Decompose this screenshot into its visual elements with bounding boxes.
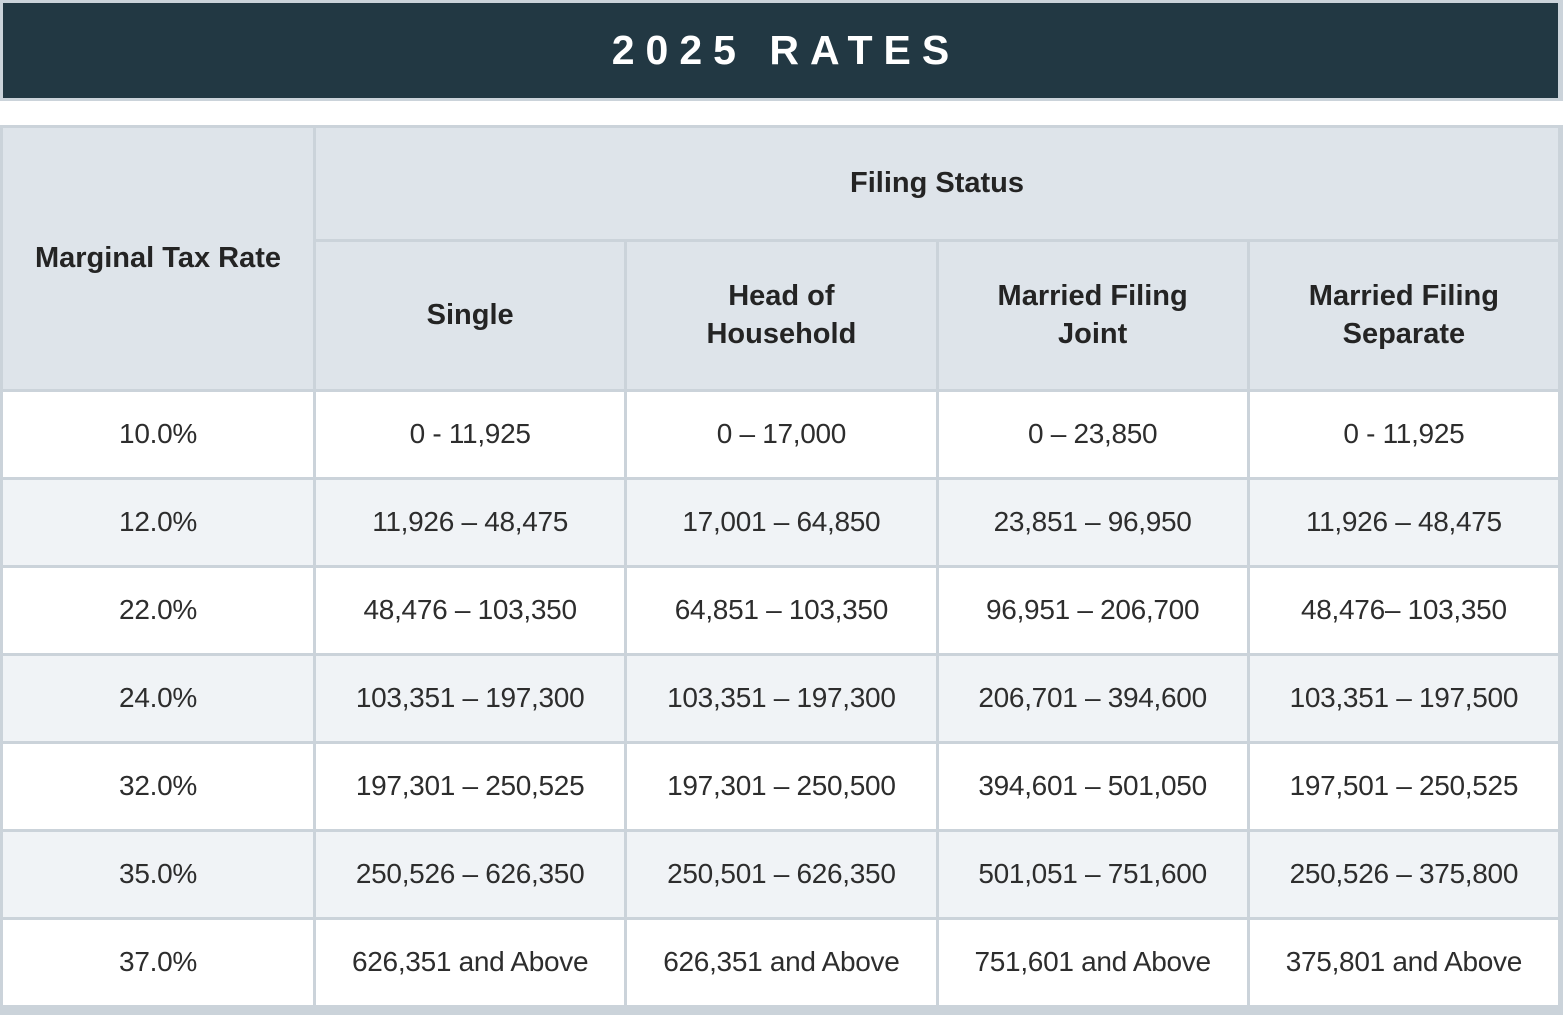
- bracket-cell: 751,601 and Above: [938, 920, 1247, 1005]
- bracket-cell: 11,926 – 48,475: [1249, 480, 1558, 565]
- rate-cell: 35.0%: [3, 832, 313, 917]
- rate-cell: 32.0%: [3, 744, 313, 829]
- column-header-married-filing-separate: Married Filing Separate: [1249, 242, 1558, 389]
- page-title: 2025 RATES: [611, 27, 961, 73]
- rate-cell: 37.0%: [3, 920, 313, 1005]
- bracket-cell: 103,351 – 197,500: [1249, 656, 1558, 741]
- bracket-cell: 48,476– 103,350: [1249, 568, 1558, 653]
- bracket-cell: 0 – 17,000: [627, 392, 936, 477]
- bracket-cell: 626,351 and Above: [316, 920, 625, 1005]
- rate-cell: 22.0%: [3, 568, 313, 653]
- bracket-cell: 250,501 – 626,350: [627, 832, 936, 917]
- bracket-cell: 197,301 – 250,500: [627, 744, 936, 829]
- bracket-cell: 48,476 – 103,350: [316, 568, 625, 653]
- bracket-cell: 250,526 – 375,800: [1249, 832, 1558, 917]
- bracket-cell: 626,351 and Above: [627, 920, 936, 1005]
- column-header-married-filing-joint: Married Filing Joint: [938, 242, 1247, 389]
- bracket-cell: 0 – 23,850: [938, 392, 1247, 477]
- column-group-header-filing-status: Filing Status: [316, 128, 1558, 239]
- bracket-cell: 23,851 – 96,950: [938, 480, 1247, 565]
- bracket-cell: 501,051 – 751,600: [938, 832, 1247, 917]
- column-header-head-of-household: Head of Household: [627, 242, 936, 389]
- rate-cell: 10.0%: [3, 392, 313, 477]
- bracket-cell: 394,601 – 501,050: [938, 744, 1247, 829]
- title-band: 2025 RATES: [3, 3, 1558, 98]
- column-header-married-filing-separate-label: Married Filing Separate: [1308, 279, 1499, 350]
- column-header-marginal-tax-rate: Marginal Tax Rate: [3, 128, 313, 389]
- bracket-cell: 197,301 – 250,525: [316, 744, 625, 829]
- bracket-cell: 103,351 – 197,300: [627, 656, 936, 741]
- bracket-cell: 96,951 – 206,700: [938, 568, 1247, 653]
- bracket-cell: 0 - 11,925: [316, 392, 625, 477]
- bracket-cell: 11,926 – 48,475: [316, 480, 625, 565]
- bracket-cell: 206,701 – 394,600: [938, 656, 1247, 741]
- spacer-row: [0, 101, 1563, 125]
- column-header-head-of-household-label: Head of Household: [706, 279, 857, 350]
- tax-rate-table: Marginal Tax Rate Filing Status Single He…: [3, 128, 1558, 1005]
- column-header-single-label: Single: [426, 298, 514, 331]
- bracket-cell: 0 - 11,925: [1249, 392, 1558, 477]
- rate-cell: 12.0%: [3, 480, 313, 565]
- bracket-cell: 64,851 – 103,350: [627, 568, 936, 653]
- bracket-cell: 103,351 – 197,300: [316, 656, 625, 741]
- bracket-cell: 17,001 – 64,850: [627, 480, 936, 565]
- column-header-single: Single: [316, 242, 625, 389]
- bracket-cell: 375,801 and Above: [1249, 920, 1558, 1005]
- column-header-married-filing-joint-label: Married Filing Joint: [997, 279, 1188, 350]
- bracket-cell: 250,526 – 626,350: [316, 832, 625, 917]
- bracket-cell: 197,501 – 250,525: [1249, 744, 1558, 829]
- rate-cell: 24.0%: [3, 656, 313, 741]
